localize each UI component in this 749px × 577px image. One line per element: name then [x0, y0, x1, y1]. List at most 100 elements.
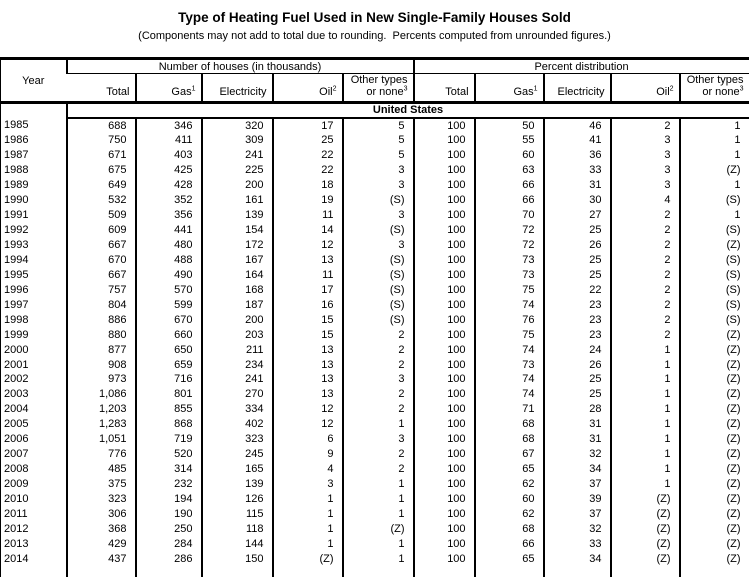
value-cell: (S) — [341, 297, 414, 313]
value-cell: 3 — [341, 432, 414, 448]
value-cell: 241 — [200, 148, 273, 164]
year-cell: 1996 — [4, 283, 29, 296]
table-row: 1990 532 352 161 19 (S) 100 66 30 4 (S) — [1, 193, 749, 209]
value-cell: 599 — [134, 297, 202, 313]
value-cell: 41 — [542, 133, 611, 149]
column-header-gas-percent: Gas1 — [473, 73, 544, 104]
value-cell: (Z) — [341, 521, 414, 537]
year-cell: 2007 — [4, 448, 29, 461]
value-cell: 3 — [609, 148, 680, 164]
value-cell: 100 — [412, 327, 475, 343]
value-cell: 1 — [341, 536, 414, 552]
column-header-electricity-number: Electricity — [200, 73, 273, 104]
value-cell: 73 — [473, 357, 544, 373]
value-cell: 320 — [200, 117, 273, 134]
value-cell: 356 — [134, 208, 202, 224]
value-cell: 30 — [542, 193, 611, 209]
value-cell: 100 — [412, 148, 475, 164]
year-cell: 2001 — [4, 358, 29, 371]
value-cell: 2 — [609, 238, 680, 253]
table-row: 1993 667 480 172 12 3 100 72 26 2 (Z) — [1, 238, 749, 253]
value-cell: 532 — [65, 193, 136, 209]
value-cell: 75 — [473, 282, 544, 298]
value-cell: 100 — [412, 312, 475, 328]
value-cell: 32 — [542, 447, 611, 463]
value-cell: 100 — [412, 238, 475, 253]
table-row: 2000 877 650 211 13 2 100 74 24 1 (Z) — [1, 342, 749, 358]
group-header-percent: Percent distribution — [412, 58, 749, 74]
column-header-other-percent: Other types or none3 — [678, 73, 749, 104]
value-cell: 71 — [473, 402, 544, 418]
value-cell: 2 — [341, 462, 414, 477]
value-cell: 314 — [134, 462, 202, 477]
value-cell: 908 — [65, 357, 136, 373]
table-row: 1992 609 441 154 14 (S) 100 72 25 2 (S) — [1, 223, 749, 238]
value-cell: 3 — [341, 238, 414, 253]
value-cell: 3 — [341, 372, 414, 388]
value-cell: 570 — [134, 282, 202, 298]
column-header-oil-percent: Oil2 — [609, 73, 680, 104]
value-cell: (S) — [678, 312, 749, 328]
table-row: 2007 776 520 245 9 2 100 67 32 1 (Z) — [1, 447, 749, 463]
value-cell: 34 — [542, 551, 611, 567]
value-cell: (Z) — [678, 521, 749, 537]
table-row: 2003 1,086 801 270 13 2 100 74 25 1 (Z) — [1, 387, 749, 403]
value-cell: (Z) — [678, 432, 749, 448]
table-row: 1987 671 403 241 22 5 100 60 36 3 1 — [1, 148, 749, 164]
value-cell: 203 — [200, 327, 273, 343]
value-cell: 1 — [271, 491, 343, 507]
value-cell: (Z) — [609, 506, 680, 522]
value-cell: 886 — [65, 312, 136, 328]
year-cell: 1989 — [4, 179, 29, 192]
year-cell: 1988 — [4, 164, 29, 177]
value-cell: 13 — [271, 342, 343, 358]
value-cell: 23 — [542, 327, 611, 343]
value-cell: 24 — [542, 342, 611, 358]
value-cell: 5 — [341, 117, 414, 134]
value-cell: 139 — [200, 208, 273, 224]
value-cell: 488 — [134, 252, 202, 268]
value-cell: 33 — [542, 163, 611, 179]
value-cell: 15 — [271, 312, 343, 328]
value-cell: 144 — [200, 536, 273, 552]
year-cell: 1991 — [4, 209, 29, 222]
value-cell: 65 — [473, 551, 544, 567]
value-cell: 100 — [412, 342, 475, 358]
value-cell: 100 — [412, 117, 475, 134]
value-cell: 1 — [341, 491, 414, 507]
value-cell: 609 — [65, 223, 136, 238]
value-cell: 118 — [200, 521, 273, 537]
value-cell: 74 — [473, 342, 544, 358]
value-cell: 485 — [65, 462, 136, 477]
heating-fuel-table: Year Number of houses (in thousands) Per… — [0, 57, 749, 577]
value-cell: 74 — [473, 387, 544, 403]
value-cell: 75 — [473, 327, 544, 343]
value-cell: 671 — [65, 148, 136, 164]
value-cell: 62 — [473, 506, 544, 522]
value-cell: (Z) — [678, 342, 749, 358]
value-cell: (Z) — [678, 387, 749, 403]
year-cell: 2002 — [4, 373, 29, 386]
value-cell: 1 — [609, 477, 680, 492]
value-cell: 100 — [412, 506, 475, 522]
value-cell: 880 — [65, 327, 136, 343]
value-cell: 100 — [412, 551, 475, 567]
year-cell: 2010 — [4, 492, 29, 505]
value-cell: 100 — [412, 447, 475, 463]
value-cell: 65 — [473, 462, 544, 477]
table-row: 2014 437 286 150 (Z) 1 100 65 34 (Z) (Z) — [1, 551, 749, 567]
value-cell: 17 — [271, 117, 343, 134]
value-cell: 2 — [341, 342, 414, 358]
value-cell: 2 — [609, 252, 680, 268]
value-cell: 688 — [65, 117, 136, 134]
value-cell: 1 — [609, 357, 680, 373]
table-row: 1989 649 428 200 18 3 100 66 31 3 1 — [1, 178, 749, 194]
value-cell: 429 — [65, 536, 136, 552]
table-row: 1996 757 570 168 17 (S) 100 75 22 2 (S) — [1, 282, 749, 298]
value-cell: 22 — [542, 282, 611, 298]
table-row: 1986 750 411 309 25 5 100 55 41 3 1 — [1, 133, 749, 149]
value-cell: 22 — [271, 163, 343, 179]
value-cell: 200 — [200, 178, 273, 194]
value-cell: 973 — [65, 372, 136, 388]
value-cell: (Z) — [678, 477, 749, 492]
